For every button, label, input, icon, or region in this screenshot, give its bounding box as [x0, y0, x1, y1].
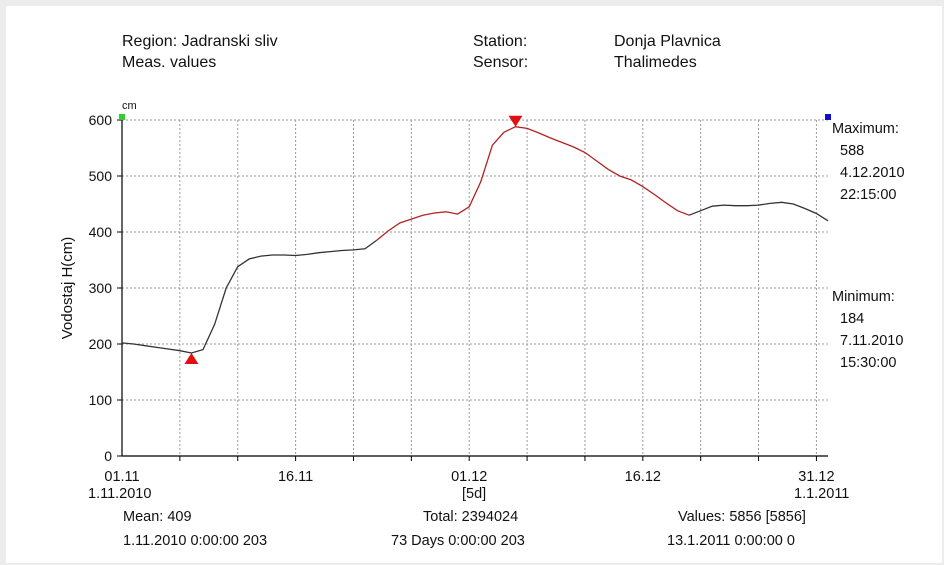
total-detail: 73 Days 0:00:00 203 [391, 533, 525, 549]
region-text: Region: Jadranski sliv [122, 33, 278, 50]
maximum-date: 4.12.2010 [840, 165, 905, 181]
y-tick-label: 200 [89, 336, 113, 352]
minimum-marker [184, 352, 199, 364]
minimum-value: 184 [840, 311, 865, 327]
minimum-time: 15:30:00 [840, 355, 897, 371]
markers [119, 114, 831, 364]
maximum-value: 588 [840, 143, 865, 159]
x-end-date: 1.1.2011 [794, 486, 850, 502]
y-tick-label: 300 [89, 280, 113, 296]
mean-detail: 1.11.2010 0:00:00 203 [123, 533, 268, 549]
station-label: Station: [473, 33, 528, 50]
axes [121, 120, 828, 457]
x-tick-label: 01.12 [451, 469, 487, 485]
maximum-label: Maximum: [832, 121, 899, 137]
tick-labels: 0 100 200 300 400 500 600 01.11 16.11 01.12 16.12 3… [89, 112, 835, 485]
start-marker [119, 114, 125, 120]
total-text: Total: 2394024 [423, 509, 519, 525]
x-interval: [5d] [462, 486, 487, 502]
station-value: Donja Plavnica [614, 33, 721, 50]
y-axis-title: Vodostaj H(cm) [59, 237, 76, 340]
maximum-marker [508, 115, 523, 127]
sensor-value: Thalimedes [614, 54, 697, 71]
sensor-label: Sensor: [473, 54, 529, 71]
values-detail: 13.1.2011 0:00:00 0 [667, 533, 795, 549]
y-tick-label: 500 [89, 168, 113, 184]
minimum-label: Minimum: [832, 289, 895, 305]
end-marker [825, 114, 831, 120]
meas-values-text: Meas. values [122, 54, 217, 71]
series-line-segment [121, 239, 377, 354]
minimum-date: 7.11.2010 [840, 333, 904, 349]
x-tick-label: 16.12 [625, 469, 661, 485]
x-tick-label: 16.11 [278, 469, 313, 485]
chart-panel: Region: Jadranski sliv Meas. values Stat… [6, 6, 942, 563]
mean-text: Mean: 409 [123, 509, 192, 525]
values-text: Values: 5856 [5856] [678, 509, 806, 525]
x-tick-label: 31.12 [798, 469, 834, 485]
series-line-segment [688, 201, 829, 222]
data-line [121, 126, 829, 354]
unit-label: cm [122, 100, 137, 112]
y-tick-label: 0 [104, 448, 112, 464]
x-tick-label: 01.11 [104, 469, 139, 485]
y-tick-label: 100 [89, 392, 113, 408]
series-line-highlighted [376, 126, 690, 241]
y-tick-label: 400 [89, 224, 113, 240]
x-start-date: 1.11.2010 [88, 486, 152, 502]
grid [117, 119, 828, 461]
y-tick-label: 600 [89, 112, 113, 128]
maximum-time: 22:15:00 [840, 187, 897, 203]
